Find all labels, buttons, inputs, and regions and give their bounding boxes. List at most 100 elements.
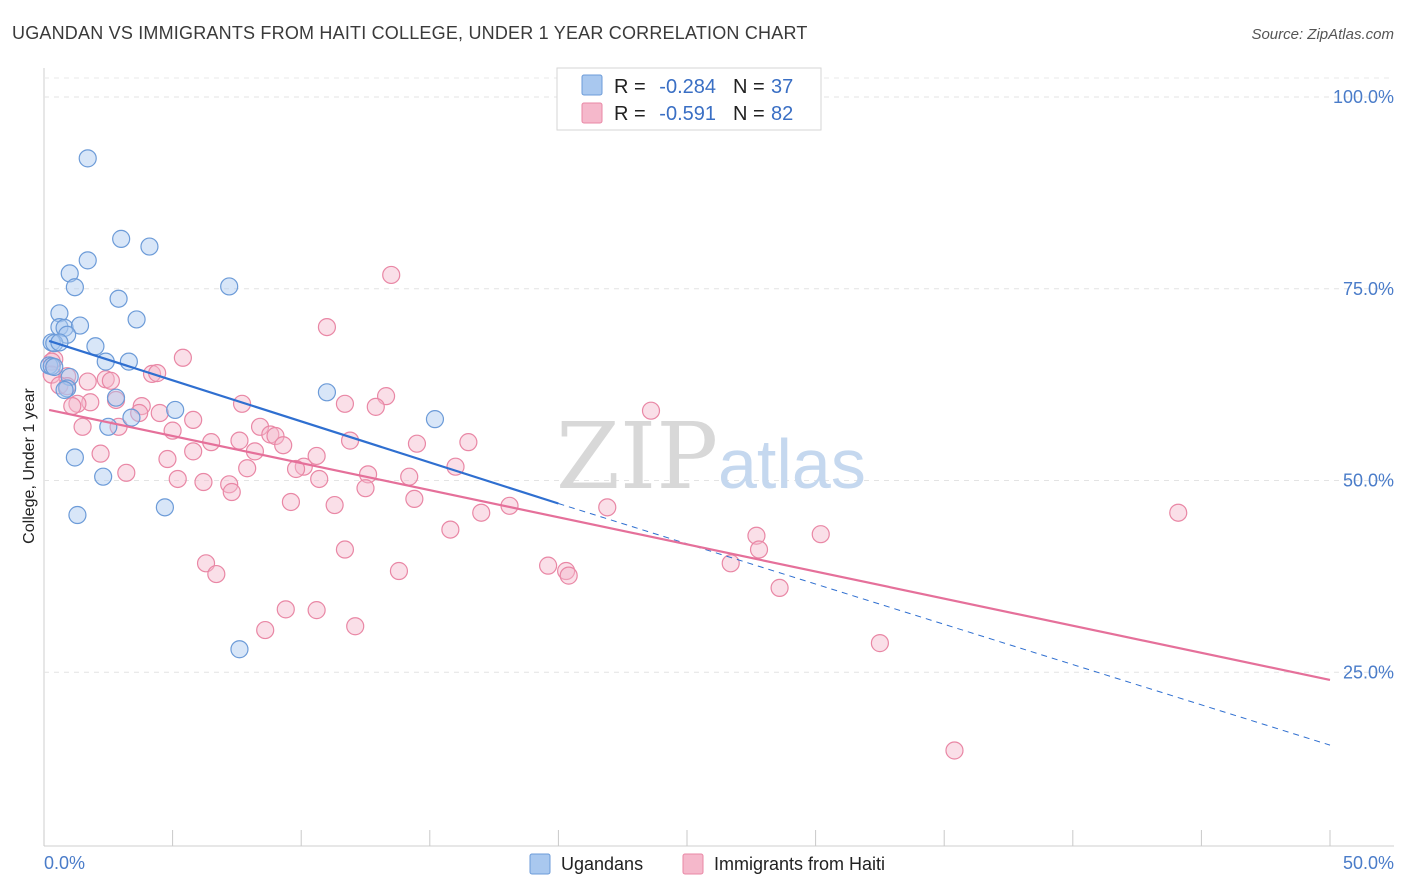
point-haiti (238, 459, 257, 478)
point-haiti (276, 600, 295, 619)
watermark-zip: ZIP (556, 403, 718, 510)
point-haiti (230, 431, 249, 450)
point-ugandans (78, 251, 97, 270)
point-haiti (366, 397, 385, 416)
stats-legend-swatch-ugandans (581, 74, 603, 96)
point-ugandans (230, 640, 249, 659)
x-tick-label-min: 0.0% (44, 853, 85, 873)
point-haiti (945, 741, 964, 760)
stats-legend-r-label: R = (614, 76, 646, 98)
stats-legend-n-value: 82 (771, 103, 793, 125)
chart-title: UGANDAN VS IMMIGRANTS FROM HAITI COLLEGE… (12, 23, 808, 43)
point-haiti (117, 463, 136, 482)
point-haiti (382, 265, 401, 285)
y-tick-labels: 100.0% 75.0% 50.0% 25.0% (1333, 87, 1394, 682)
point-haiti (256, 620, 275, 640)
point-ugandans (94, 467, 113, 486)
point-ugandans (86, 337, 105, 356)
point-ugandans (106, 388, 126, 407)
x-tick-label-max: 50.0% (1343, 853, 1394, 873)
point-ugandans (112, 229, 131, 248)
point-haiti (101, 371, 120, 390)
point-haiti (286, 459, 306, 479)
point-ugandans (58, 325, 77, 344)
point-haiti (749, 540, 769, 559)
point-haiti (158, 449, 177, 469)
point-haiti (335, 540, 355, 559)
point-haiti (232, 394, 252, 413)
trend-lines (48, 339, 1331, 746)
point-haiti (150, 403, 169, 423)
point-haiti (405, 489, 424, 509)
stats-legend-r-value: -0.591 (659, 103, 716, 125)
point-haiti (1169, 503, 1188, 522)
point-ugandans (55, 380, 74, 400)
point-ugandans (60, 264, 79, 283)
point-ugandans (127, 310, 146, 329)
point-ugandans (68, 505, 87, 525)
legend-label-ugandans: Ugandans (561, 854, 643, 874)
y-tick-label: 100.0% (1333, 87, 1394, 107)
watermark-atlas: atlas (718, 425, 866, 503)
point-ugandans (70, 316, 90, 335)
point-ugandans (50, 318, 69, 337)
point-haiti (325, 495, 344, 515)
point-haiti (274, 436, 293, 455)
point-haiti (389, 561, 409, 581)
watermark: ZIP atlas (556, 403, 866, 510)
point-ugandans (425, 410, 445, 429)
stats-legend-n-value: 37 (771, 76, 793, 98)
stats-legend: R = -0.284 N = 37 R = -0.591 N = 82 (556, 67, 822, 131)
y-tick-label: 75.0% (1343, 279, 1394, 299)
point-ugandans (122, 408, 141, 427)
x-minor-ticks (43, 830, 1331, 846)
trend-line-haiti (48, 408, 1331, 681)
point-haiti (472, 503, 491, 522)
legend-label-haiti: Immigrants from Haiti (714, 854, 885, 874)
stats-legend-swatch-haiti (581, 102, 603, 124)
point-haiti (598, 498, 617, 517)
point-haiti (770, 578, 789, 597)
point-haiti (184, 442, 203, 461)
point-haiti (747, 526, 766, 545)
point-haiti (459, 433, 478, 452)
point-ugandans (220, 277, 239, 296)
point-ugandans (65, 278, 84, 297)
point-haiti (307, 446, 326, 466)
point-ugandans (45, 357, 64, 377)
trend-line-ugandans (48, 339, 559, 505)
point-haiti (73, 417, 92, 436)
point-haiti (335, 394, 355, 413)
stats-legend-n-label: N = (733, 76, 765, 98)
point-haiti (173, 348, 192, 367)
point-haiti (168, 469, 187, 489)
point-haiti (870, 634, 890, 653)
point-ugandans (109, 289, 128, 308)
point-haiti (317, 318, 337, 337)
point-haiti (307, 601, 326, 620)
plot-area (43, 68, 1394, 847)
point-haiti (441, 520, 460, 539)
point-ugandans (78, 149, 97, 168)
stats-legend-r-label: R = (614, 103, 646, 125)
trend-line-ugandans-extension (558, 503, 1331, 746)
point-haiti (266, 426, 285, 446)
legend-swatch-ugandans (529, 853, 551, 875)
point-haiti (539, 556, 558, 575)
point-haiti (356, 479, 375, 498)
point-haiti (559, 566, 578, 585)
stats-legend-r-value: -0.284 (659, 76, 716, 98)
point-haiti (184, 410, 203, 430)
point-ugandans (317, 383, 337, 402)
stats-legend-n-label: N = (733, 103, 765, 125)
point-haiti (63, 397, 82, 416)
chart-source: Source: ZipAtlas.com (1251, 26, 1394, 43)
point-haiti (91, 444, 110, 463)
point-ugandans (65, 448, 84, 467)
point-haiti (250, 417, 270, 436)
point-haiti (207, 564, 226, 584)
series-legend: Ugandans Immigrants from Haiti (529, 853, 885, 875)
point-haiti (310, 469, 329, 489)
point-haiti (78, 372, 97, 391)
point-haiti (281, 492, 301, 512)
